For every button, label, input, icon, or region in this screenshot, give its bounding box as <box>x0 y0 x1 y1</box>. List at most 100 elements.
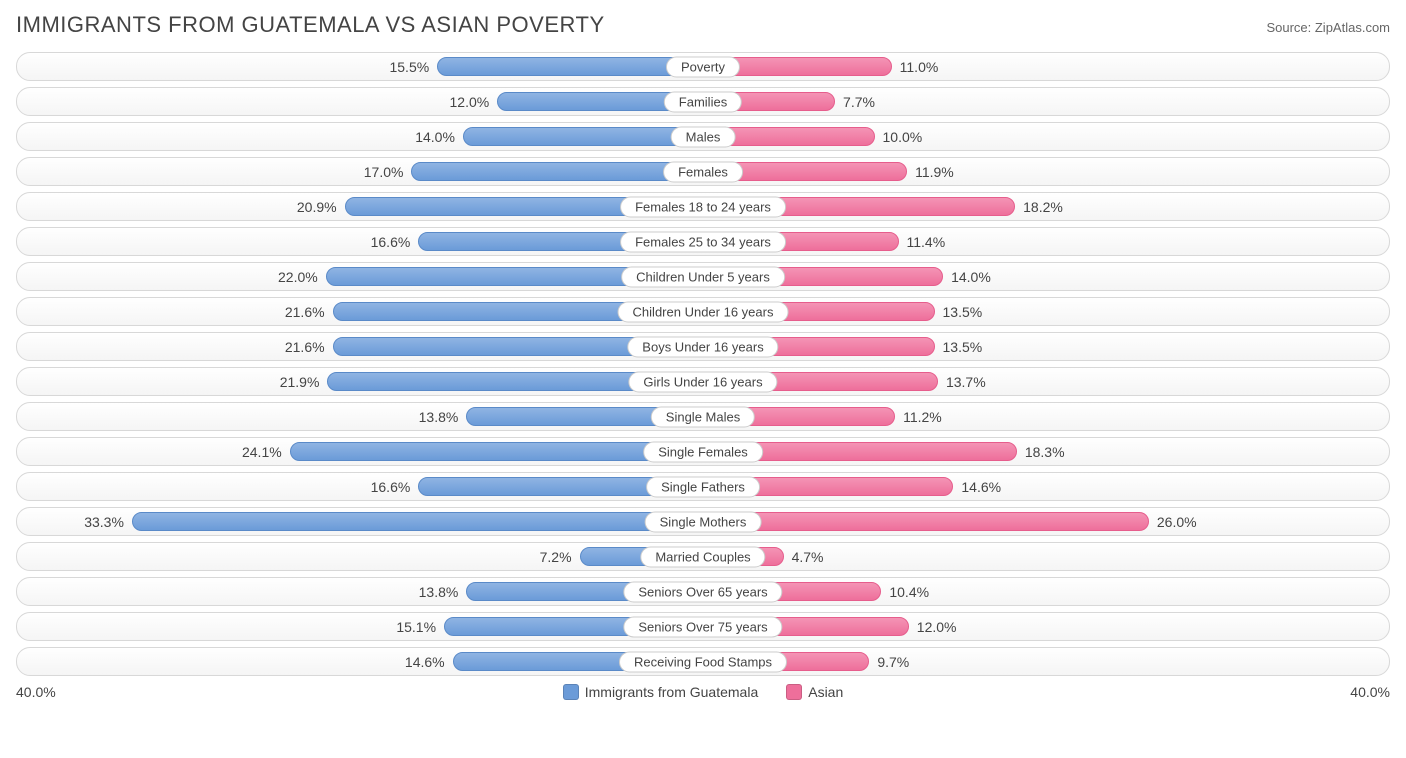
row-left-half: 7.2% <box>17 543 703 570</box>
category-label: Males <box>671 126 736 147</box>
row-right-half: 12.0% <box>703 613 1389 640</box>
value-left: 13.8% <box>419 584 459 600</box>
category-label: Girls Under 16 years <box>628 371 777 392</box>
legend: Immigrants from Guatemala Asian <box>563 684 844 700</box>
chart-row: 17.0% 11.9% Females <box>16 157 1390 186</box>
row-right-half: 13.5% <box>703 298 1389 325</box>
chart-row: 16.6%14.6%Single Fathers <box>16 472 1390 501</box>
chart-row: 21.9%13.7%Girls Under 16 years <box>16 367 1390 396</box>
value-right: 18.2% <box>1023 199 1063 215</box>
value-left: 24.1% <box>242 444 282 460</box>
chart-row: 7.2% 4.7%Married Couples <box>16 542 1390 571</box>
row-right-half: 10.4% <box>703 578 1389 605</box>
legend-label-right: Asian <box>808 684 843 700</box>
bar-left <box>132 512 703 531</box>
chart-row: 20.9% 18.2% Females 18 to 24 years <box>16 192 1390 221</box>
axis-max-left: 40.0% <box>16 684 56 700</box>
row-right-half: 9.7% <box>703 648 1389 675</box>
chart-header: IMMIGRANTS FROM GUATEMALA VS ASIAN POVER… <box>16 12 1390 38</box>
chart-row: 13.8% 11.2% Single Males <box>16 402 1390 431</box>
row-left-half: 21.9% <box>17 368 703 395</box>
row-right-half: 18.2% <box>703 193 1389 220</box>
legend-swatch-right <box>786 684 802 700</box>
value-right: 7.7% <box>843 94 875 110</box>
row-left-half: 14.0% <box>17 123 703 150</box>
category-label: Seniors Over 75 years <box>623 616 782 637</box>
legend-item-left: Immigrants from Guatemala <box>563 684 759 700</box>
legend-swatch-left <box>563 684 579 700</box>
category-label: Poverty <box>666 56 740 77</box>
value-left: 13.8% <box>419 409 459 425</box>
category-label: Seniors Over 65 years <box>623 581 782 602</box>
row-left-half: 21.6% <box>17 298 703 325</box>
row-left-half: 13.8% <box>17 403 703 430</box>
value-right: 13.5% <box>943 339 983 355</box>
category-label: Females <box>663 161 743 182</box>
diverging-bar-chart: 15.5%11.0%Poverty12.0%7.7%Families14.0%1… <box>16 52 1390 676</box>
row-left-half: 13.8% <box>17 578 703 605</box>
value-left: 7.2% <box>540 549 572 565</box>
chart-row: 21.6% 13.5% Children Under 16 years <box>16 297 1390 326</box>
category-label: Married Couples <box>640 546 765 567</box>
value-left: 21.6% <box>285 304 325 320</box>
value-right: 9.7% <box>877 654 909 670</box>
chart-row: 22.0%14.0%Children Under 5 years <box>16 262 1390 291</box>
chart-row: 33.3%26.0%Single Mothers <box>16 507 1390 536</box>
bar-left <box>437 57 703 76</box>
value-right: 11.9% <box>915 164 954 180</box>
legend-item-right: Asian <box>786 684 843 700</box>
category-label: Receiving Food Stamps <box>619 651 787 672</box>
chart-row: 15.5% 11.0% Poverty <box>16 52 1390 81</box>
row-right-half: 11.9% <box>703 158 1389 185</box>
category-label: Females 18 to 24 years <box>620 196 786 217</box>
row-left-half: 15.5% <box>17 53 703 80</box>
value-right: 11.4% <box>907 234 946 250</box>
category-label: Boys Under 16 years <box>627 336 778 357</box>
chart-source: Source: ZipAtlas.com <box>1266 20 1390 35</box>
value-right: 13.5% <box>943 304 983 320</box>
row-left-half: 33.3% <box>17 508 703 535</box>
row-right-half: 11.2% <box>703 403 1389 430</box>
chart-row: 14.6%9.7%Receiving Food Stamps <box>16 647 1390 676</box>
value-right: 10.4% <box>889 584 929 600</box>
bar-right <box>703 512 1149 531</box>
value-left: 17.0% <box>364 164 404 180</box>
category-label: Single Fathers <box>646 476 760 497</box>
value-left: 14.0% <box>415 129 455 145</box>
value-left: 15.5% <box>389 59 429 75</box>
chart-title: IMMIGRANTS FROM GUATEMALA VS ASIAN POVER… <box>16 12 605 38</box>
row-left-half: 21.6% <box>17 333 703 360</box>
category-label: Single Males <box>651 406 755 427</box>
row-left-half: 17.0% <box>17 158 703 185</box>
row-right-half: 10.0% <box>703 123 1389 150</box>
chart-row: 21.6% 13.5% Boys Under 16 years <box>16 332 1390 361</box>
row-right-half: 7.7% <box>703 88 1389 115</box>
row-right-half: 18.3% <box>703 438 1389 465</box>
chart-row: 15.1%12.0%Seniors Over 75 years <box>16 612 1390 641</box>
chart-row: 14.0% 10.0%Males <box>16 122 1390 151</box>
legend-label-left: Immigrants from Guatemala <box>585 684 759 700</box>
value-left: 16.6% <box>371 234 411 250</box>
row-left-half: 12.0% <box>17 88 703 115</box>
row-left-half: 22.0% <box>17 263 703 290</box>
value-left: 12.0% <box>450 94 490 110</box>
value-left: 20.9% <box>297 199 337 215</box>
value-right: 14.0% <box>951 269 991 285</box>
value-right: 11.2% <box>903 409 942 425</box>
chart-row: 12.0%7.7%Families <box>16 87 1390 116</box>
value-right: 11.0% <box>900 59 939 75</box>
row-right-half: 14.0% <box>703 263 1389 290</box>
row-left-half: 15.1% <box>17 613 703 640</box>
category-label: Single Females <box>643 441 763 462</box>
value-left: 33.3% <box>84 514 124 530</box>
row-right-half: 26.0% <box>703 508 1389 535</box>
value-left: 21.9% <box>280 374 320 390</box>
bar-left <box>463 127 703 146</box>
value-right: 14.6% <box>961 479 1001 495</box>
row-right-half: 4.7% <box>703 543 1389 570</box>
row-right-half: 11.0% <box>703 53 1389 80</box>
bar-left <box>290 442 703 461</box>
chart-row: 24.1% 18.3%Single Females <box>16 437 1390 466</box>
row-right-half: 14.6% <box>703 473 1389 500</box>
category-label: Children Under 16 years <box>618 301 789 322</box>
